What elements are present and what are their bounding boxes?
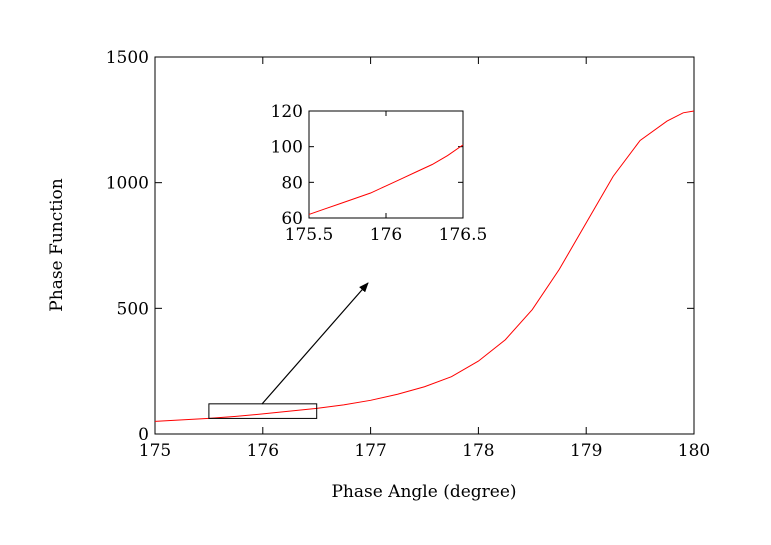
- main-plot-frame: [154, 56, 695, 435]
- zoom-region-box: [208, 403, 318, 419]
- inset-x-tick-label: 176.5: [439, 225, 488, 245]
- main-x-tick-label: 177: [354, 441, 386, 461]
- inset-y-tick-label: 120: [271, 102, 303, 122]
- inset-y-tick-label: 100: [271, 138, 303, 158]
- zoom-arrow: [261, 282, 369, 405]
- main-x-tick-label: 175: [139, 441, 171, 461]
- inset-background: [309, 111, 463, 218]
- phase-function-series-line: [154, 110, 695, 422]
- main-y-tick-label: 1000: [106, 174, 149, 194]
- inset-x-tick-label: 176: [370, 225, 402, 245]
- inset-plot: 175.5 176 176.5 60 80 100 120: [271, 102, 488, 245]
- x-axis-label: Phase Angle (degree): [331, 482, 516, 502]
- main-tick-labels: 175 176 177 178 179 180 0 500 1000 1500: [106, 48, 710, 461]
- inset-ticks: [308, 110, 464, 219]
- main-x-tick-label: 176: [247, 441, 279, 461]
- inset-y-tick-label: 80: [281, 173, 303, 193]
- main-y-tick-label: 500: [117, 299, 149, 319]
- inset-y-tick-label: 60: [281, 209, 303, 229]
- main-y-tick-label: 0: [138, 425, 149, 445]
- main-y-tick-label: 1500: [106, 48, 149, 68]
- main-ticks: [154, 56, 695, 435]
- main-x-tick-label: 180: [678, 441, 710, 461]
- main-x-tick-label: 178: [462, 441, 494, 461]
- inset-tick-labels: 175.5 176 176.5 60 80 100 120: [271, 102, 488, 245]
- main-plot: 175 176 177 178 179 180 0 500 1000 1500: [106, 48, 710, 461]
- inset-series-line: [308, 144, 464, 215]
- y-axis-label: Phase Function: [47, 178, 67, 311]
- inset-x-tick-label: 175.5: [285, 225, 334, 245]
- main-x-tick-label: 179: [570, 441, 602, 461]
